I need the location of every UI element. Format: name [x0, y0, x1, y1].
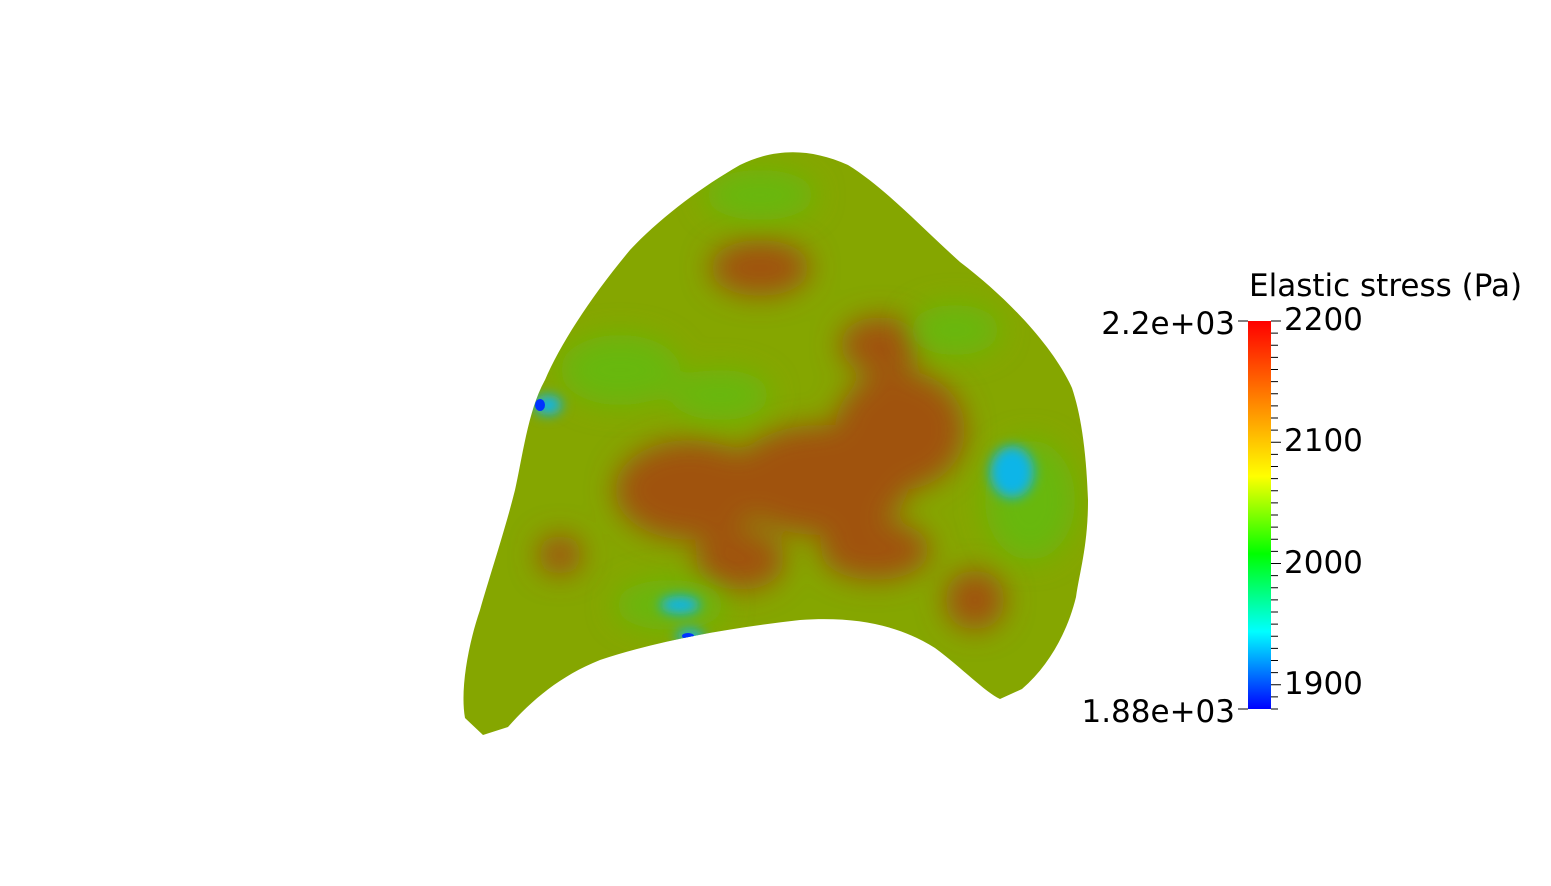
tick-label: 1900	[1284, 665, 1363, 702]
color-legend-bar	[1238, 320, 1281, 710]
tick-label: 2000	[1284, 544, 1363, 581]
legend-minor-ticks	[1271, 320, 1281, 710]
stress-field-mesh[interactable]	[440, 140, 1100, 750]
range-max-label: 2.2e+03	[1101, 306, 1235, 342]
range-min-label: 1.88e+03	[1081, 694, 1235, 730]
high-stress-regions	[538, 240, 1005, 630]
colormap-gradient	[1248, 321, 1271, 709]
tick-label: 2100	[1284, 423, 1363, 460]
tick-label: 2200	[1284, 302, 1363, 338]
legend-title: Elastic stress (Pa)	[1249, 268, 1523, 304]
